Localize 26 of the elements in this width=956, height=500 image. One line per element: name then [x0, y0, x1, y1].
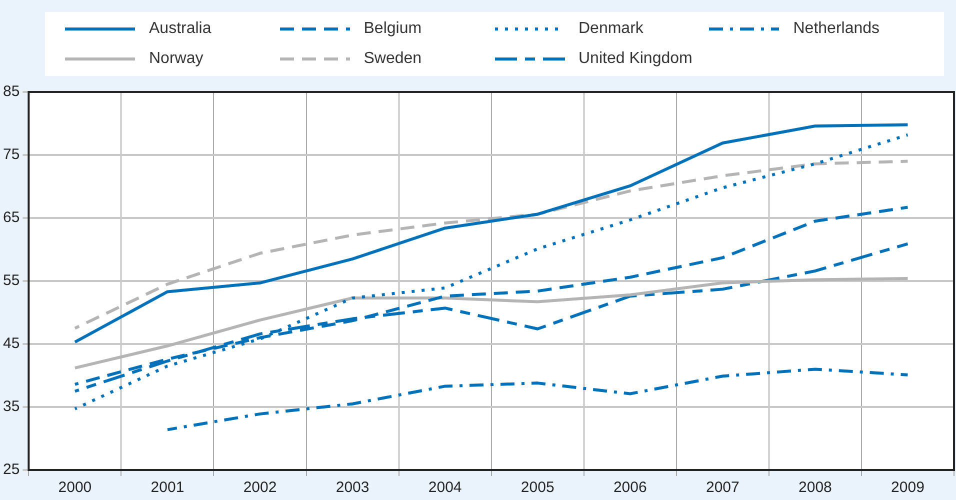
y-tick-label: 25: [2, 461, 20, 478]
y-tick-label: 85: [2, 83, 20, 100]
y-tick-label: 65: [2, 209, 20, 226]
legend-label: Sweden: [364, 50, 422, 68]
legend-label: Norway: [149, 50, 204, 68]
x-tick-label: 2008: [798, 479, 832, 496]
x-tick-label: 2004: [428, 479, 462, 496]
line-series: [73, 133, 910, 410]
legend-label: Belgium: [364, 20, 422, 38]
x-tick-label: 2001: [150, 479, 184, 496]
x-tick-label: 2002: [243, 479, 277, 496]
line-series: [166, 368, 910, 432]
x-tick-label: 2000: [58, 479, 92, 496]
y-tick-label: 45: [2, 335, 20, 352]
x-tick-label: 2009: [891, 479, 924, 496]
y-tick-label: 55: [2, 272, 20, 290]
y-tick-label: 35: [2, 398, 20, 416]
x-tick-label: 2006: [613, 479, 647, 496]
y-tick-label: 75: [2, 146, 20, 164]
x-tick-label: 2007: [706, 479, 740, 496]
x-tick-label: 2005: [520, 479, 554, 496]
x-tick-label: 2003: [336, 479, 370, 496]
legend-label: Denmark: [578, 20, 644, 38]
legend-label: Netherlands: [793, 20, 880, 38]
legend-label: United Kingdom: [578, 50, 692, 68]
legend-label: Australia: [149, 20, 212, 38]
